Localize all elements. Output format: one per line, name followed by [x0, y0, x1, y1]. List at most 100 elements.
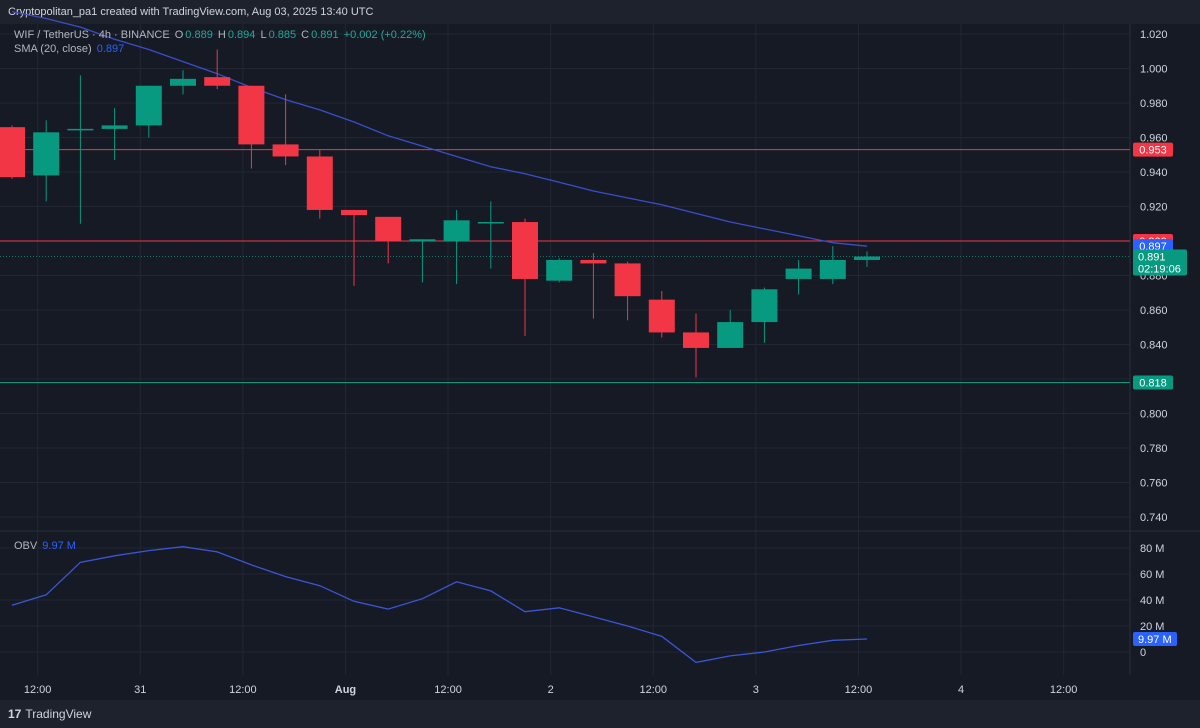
time-axis-label: 12:00	[229, 684, 257, 696]
chart-canvas[interactable]: 12:00 31 12:00 Aug 12:00 2 12:00 3 12:00 4 12:00 1.…	[0, 0, 1200, 700]
candle-body	[67, 128, 94, 131]
candle	[238, 85, 265, 169]
candle-body	[717, 322, 744, 348]
candle-body	[375, 216, 402, 241]
low-label: L	[260, 29, 267, 41]
candle-body	[819, 259, 846, 279]
candle-body	[135, 85, 162, 126]
tradingview-logo-icon: 17	[8, 707, 22, 721]
close-value: 0.891	[311, 29, 339, 41]
time-axis-label: 12:00	[24, 684, 52, 696]
price-axis-label: 0.940	[1140, 167, 1168, 179]
candle-body	[170, 78, 196, 86]
time-axis-label: 12:00	[434, 684, 462, 696]
price-axis-label: 1.000	[1140, 64, 1168, 76]
candle-body	[341, 209, 367, 216]
candle-body	[683, 332, 709, 348]
obv-label[interactable]: OBV	[14, 540, 38, 552]
candle-body	[546, 259, 573, 281]
time-axis-label: Aug	[335, 684, 356, 696]
candle	[614, 261, 641, 321]
obv-line	[11, 546, 868, 664]
candle	[443, 209, 470, 285]
obv-axis-label: 40 M	[1140, 595, 1164, 607]
candle-body	[409, 239, 436, 241]
high-label: H	[217, 29, 226, 41]
candle-body	[204, 77, 231, 86]
sma-value: 0.897	[96, 43, 125, 55]
price-axis-label: 0.800	[1140, 409, 1168, 421]
footer-bar: 17 TradingView	[0, 700, 1200, 728]
obv-axis-label: 0	[1140, 647, 1146, 659]
high-value: 0.894	[227, 29, 256, 41]
time-axis-label: 31	[134, 684, 146, 696]
price-axis-label: 0.860	[1140, 305, 1168, 317]
obv-value-tag-label: 9.97 M	[1138, 634, 1172, 646]
price-axis-label: 0.780	[1140, 443, 1168, 455]
candle	[512, 218, 538, 336]
sma-legend: SMA (20, close) 0.897	[14, 43, 126, 55]
candle-body	[751, 289, 778, 323]
time-axis-label: 2	[548, 684, 554, 696]
level-tag	[1133, 375, 1173, 390]
price-axis-label: 0.980	[1140, 98, 1168, 110]
open-label: O	[174, 29, 184, 41]
level-tag	[1133, 142, 1173, 157]
close-label: C	[301, 29, 310, 41]
obv-axis-label: 20 M	[1140, 621, 1164, 633]
current-price-tag-label: 0.891	[1138, 252, 1166, 264]
candle	[785, 259, 812, 295]
price-axis-label: 0.920	[1140, 202, 1168, 214]
candle	[580, 253, 607, 319]
obv-axis-label: 80 M	[1140, 543, 1164, 555]
level-tag-label: 0.953	[1139, 145, 1167, 157]
candle	[135, 85, 162, 138]
candle	[854, 251, 880, 267]
candle	[683, 313, 709, 378]
open-value: 0.889	[185, 29, 213, 41]
candle-body	[512, 222, 538, 279]
sma-label[interactable]: SMA (20, close)	[14, 43, 92, 55]
candle-body	[477, 222, 504, 224]
candle	[204, 49, 231, 90]
candle-body	[306, 156, 333, 210]
obv-value-tag	[1133, 632, 1177, 647]
candle	[409, 239, 436, 283]
price-axis-label: 0.740	[1140, 512, 1168, 524]
current-price-tag	[1133, 249, 1187, 276]
price-axis-label: 0.960	[1140, 133, 1168, 145]
countdown-label: 02:19:06	[1138, 264, 1181, 276]
candle	[101, 108, 128, 160]
low-value: 0.885	[268, 29, 297, 41]
chart-credit: Cryptopolitan_pa1 created with TradingVi…	[8, 6, 374, 18]
candle-body	[648, 299, 675, 333]
candle	[0, 125, 25, 179]
sma-line	[11, 10, 868, 247]
candle-body	[443, 220, 470, 241]
candle	[306, 149, 333, 219]
candle	[67, 75, 94, 224]
candle	[272, 94, 299, 166]
obv-axis-label: 60 M	[1140, 569, 1164, 581]
candle	[648, 291, 675, 338]
time-axis-label: 12:00	[639, 684, 667, 696]
candle	[477, 201, 504, 269]
price-axis-label: 1.020	[1140, 29, 1168, 41]
candle	[751, 287, 778, 343]
symbol-legend: WIF / TetherUS · 4h · BINANCE O 0.889 H 0.…	[14, 29, 428, 41]
level-tag-label: 0.818	[1139, 377, 1167, 389]
tradingview-logo[interactable]: 17 TradingView	[8, 707, 91, 721]
candle	[341, 209, 367, 286]
candle-body	[272, 144, 299, 157]
time-axis-label: 4	[958, 684, 964, 696]
candle-body	[580, 259, 607, 264]
candle	[717, 310, 744, 348]
candle-body	[238, 85, 265, 145]
header-bar: Cryptopolitan_pa1 created with TradingVi…	[0, 0, 1200, 24]
price-axis-label: 0.760	[1140, 478, 1168, 490]
change-value: +0.002 (+0.22%)	[343, 29, 426, 41]
candle-body	[101, 125, 128, 129]
symbol-name[interactable]: WIF / TetherUS · 4h · BINANCE	[14, 29, 170, 41]
obv-legend: OBV 9.97 M	[14, 540, 78, 552]
time-axis-label: 3	[753, 684, 759, 696]
